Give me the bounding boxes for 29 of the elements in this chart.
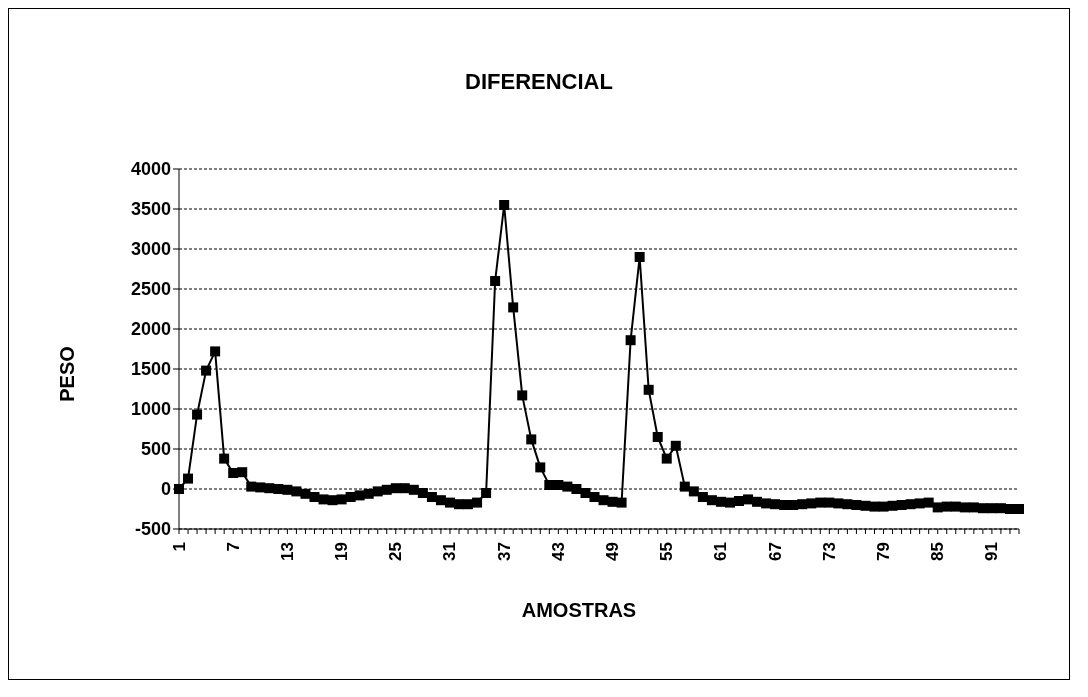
y-tick-label: 4000 <box>130 159 171 180</box>
x-tick-label: 19 <box>332 542 352 561</box>
y-tick-label: 1000 <box>130 399 171 420</box>
y-tick-label: 1500 <box>130 359 171 380</box>
x-tick-label: 55 <box>657 542 677 561</box>
x-tick-label: 61 <box>711 542 731 561</box>
x-tick-label: 25 <box>386 542 406 561</box>
x-tick-label: 13 <box>277 542 297 561</box>
chart-title: DIFERENCIAL <box>464 69 614 95</box>
x-tick-label: 85 <box>928 542 948 561</box>
y-tick-label: 500 <box>140 439 171 460</box>
x-tick-label: 79 <box>874 542 894 561</box>
x-tick-label: 67 <box>765 542 785 561</box>
x-tick-label: 91 <box>982 542 1002 561</box>
y-tick-label: 2500 <box>130 279 171 300</box>
x-tick-label: 31 <box>440 542 460 561</box>
x-tick-label: 73 <box>819 542 839 561</box>
x-tick-label: 1 <box>169 542 189 552</box>
y-tick-label: 0 <box>160 479 171 500</box>
x-tick-label: 37 <box>494 542 514 561</box>
y-tick-label: 3000 <box>130 239 171 260</box>
x-tick-label: 43 <box>548 542 568 561</box>
x-axis-title: AMOSTRAS <box>520 599 638 622</box>
x-tick-label: 7 <box>223 542 243 552</box>
y-axis-title: PESO <box>55 346 79 402</box>
y-tick-label: 2000 <box>130 319 171 340</box>
y-tick-label: -500 <box>134 519 171 540</box>
x-tick-label: 49 <box>603 542 623 561</box>
y-tick-label: 3500 <box>130 199 171 220</box>
